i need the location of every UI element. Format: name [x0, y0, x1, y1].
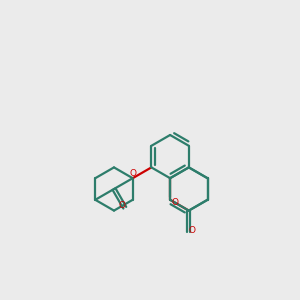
Text: O: O: [171, 198, 178, 207]
Text: O: O: [129, 169, 136, 178]
Text: O: O: [119, 201, 126, 210]
Text: O: O: [188, 226, 195, 235]
